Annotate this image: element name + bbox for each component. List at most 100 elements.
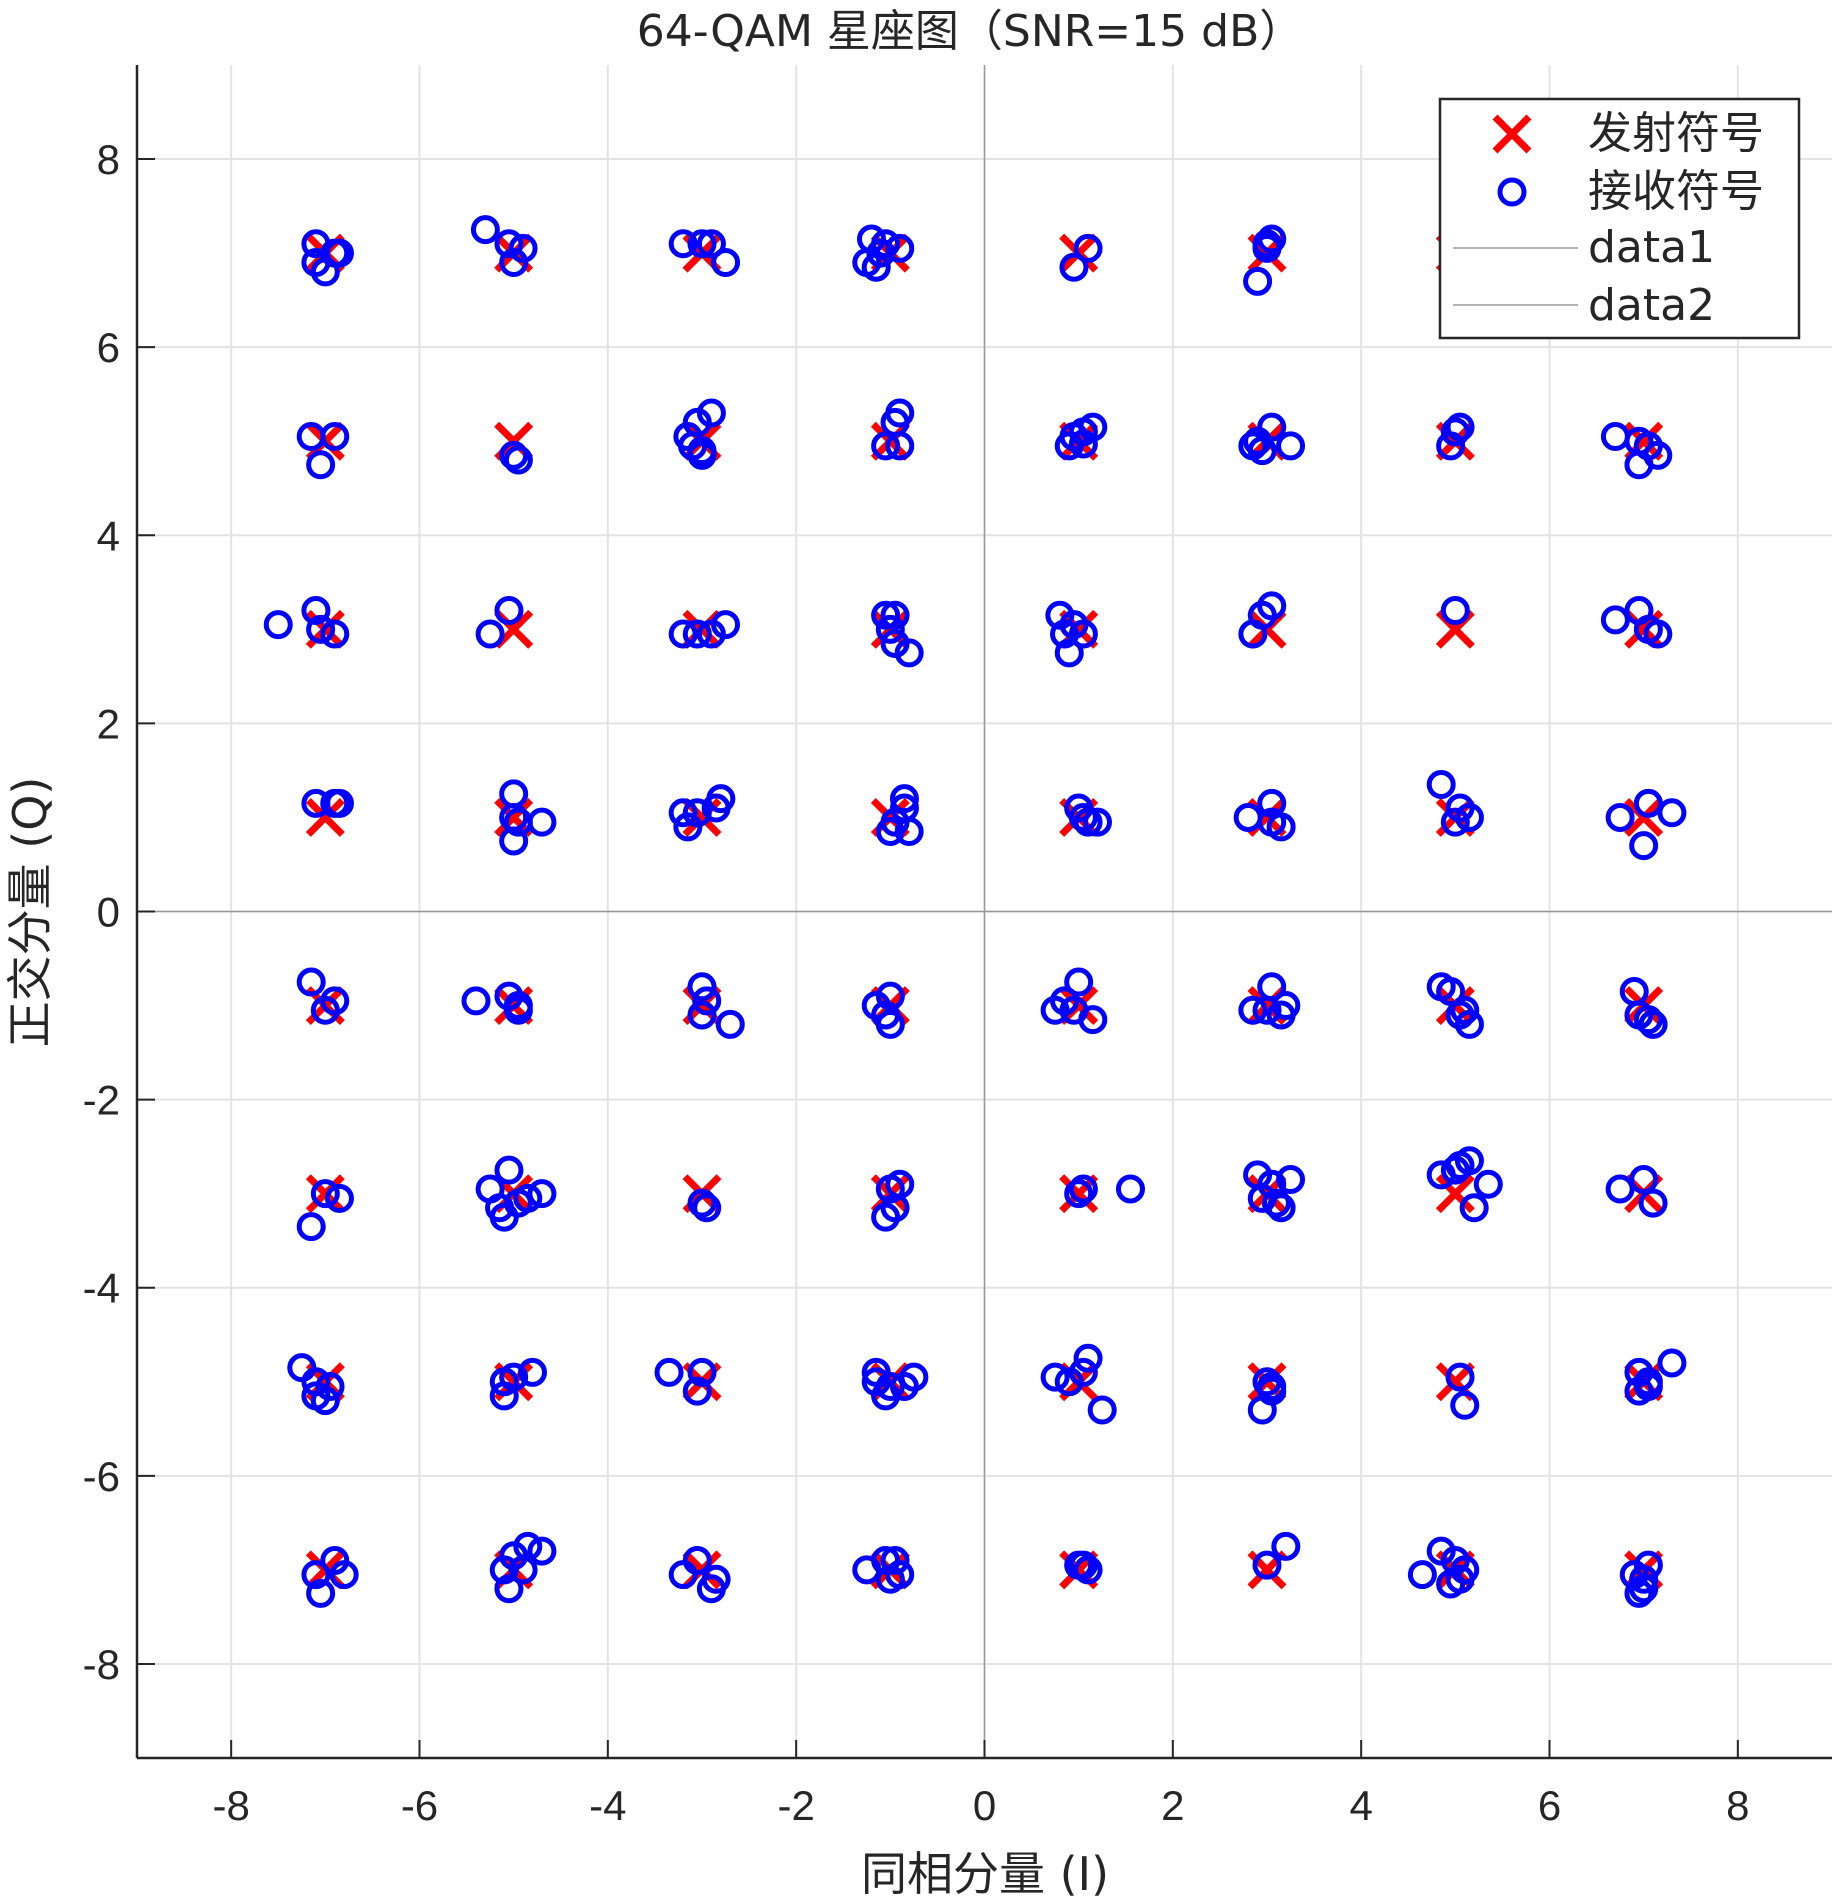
received-point — [1247, 1183, 1277, 1213]
received-point — [1068, 1550, 1098, 1580]
received-point — [1068, 619, 1098, 649]
received-point — [470, 215, 500, 245]
received-point — [489, 1381, 519, 1411]
received-point — [880, 1545, 910, 1575]
received-point — [682, 619, 712, 649]
received-point — [324, 1183, 354, 1213]
received-point — [489, 1202, 519, 1232]
received-point — [320, 619, 350, 649]
received-point — [711, 610, 741, 640]
x-tick-label: 0 — [973, 1782, 996, 1829]
received-point — [1473, 1169, 1503, 1199]
received-point — [329, 1560, 359, 1590]
received-point — [527, 1536, 557, 1566]
received-point — [673, 812, 703, 842]
received-point — [499, 440, 529, 470]
received-point — [301, 1381, 331, 1411]
received-symbols — [263, 215, 1687, 1608]
received-point — [513, 1183, 543, 1213]
received-point — [1064, 967, 1094, 997]
received-point — [1605, 1174, 1635, 1204]
received-point — [1059, 995, 1089, 1025]
received-point — [296, 967, 326, 997]
received-point — [871, 431, 901, 461]
received-point — [503, 445, 533, 475]
received-point — [1083, 807, 1112, 837]
received-point — [706, 784, 736, 814]
received-point — [1605, 802, 1635, 832]
received-point — [310, 995, 340, 1025]
received-point — [499, 248, 529, 278]
transmitted-point — [1435, 1174, 1475, 1214]
received-point — [875, 817, 905, 847]
received-point — [1638, 1188, 1668, 1218]
y-tick-label: -4 — [83, 1265, 120, 1312]
y-tick-label: 2 — [97, 700, 120, 747]
received-point — [503, 995, 533, 1025]
received-point — [310, 257, 340, 287]
received-point — [1257, 788, 1287, 818]
received-point — [894, 817, 924, 847]
circle-marker-icon — [1497, 177, 1527, 207]
received-point — [518, 1357, 547, 1387]
received-point — [494, 1155, 524, 1185]
y-tick-label: -6 — [83, 1453, 120, 1500]
received-point — [296, 1212, 326, 1242]
received-point — [1068, 802, 1098, 832]
received-point — [1068, 1174, 1098, 1204]
received-point — [1459, 1193, 1489, 1223]
legend-item-data2: data2 — [1453, 280, 1715, 331]
received-point — [871, 1202, 901, 1232]
received-point — [1633, 1550, 1663, 1580]
received-point — [1440, 417, 1470, 447]
received-point — [527, 1179, 557, 1209]
legend-item-data1: data1 — [1453, 222, 1715, 273]
legend-item-transmitted: 发射符号 — [1492, 108, 1764, 159]
received-point — [1054, 638, 1084, 668]
received-point — [1426, 770, 1456, 800]
received-point — [1257, 1371, 1287, 1401]
received-point — [1633, 431, 1663, 461]
received-point — [263, 610, 293, 640]
received-point — [1445, 1000, 1475, 1030]
x-tick-label: -6 — [401, 1782, 438, 1829]
received-point — [687, 229, 717, 259]
received-point — [1073, 807, 1103, 837]
received-point — [1276, 1165, 1306, 1195]
x-marker-icon — [1492, 114, 1532, 154]
received-point — [668, 798, 698, 828]
transmitted-point — [494, 797, 534, 837]
received-point — [692, 1193, 722, 1223]
received-point — [1271, 1531, 1301, 1561]
received-point — [687, 1188, 717, 1218]
received-point — [1087, 1395, 1117, 1425]
received-point — [1629, 1564, 1659, 1594]
received-point — [885, 431, 915, 461]
x-axis-label: 同相分量 (I) — [861, 1847, 1109, 1901]
y-tick-label: 4 — [97, 512, 120, 559]
x-tick-label: 4 — [1349, 1782, 1372, 1829]
received-point — [875, 981, 905, 1011]
received-point — [1657, 798, 1687, 828]
received-point — [494, 1574, 524, 1604]
received-point — [1059, 252, 1089, 282]
received-point — [1454, 802, 1484, 832]
received-point — [1629, 831, 1659, 861]
received-point — [696, 229, 726, 259]
received-point — [1073, 233, 1103, 263]
received-point — [889, 784, 919, 814]
received-point — [499, 826, 529, 856]
received-point — [885, 233, 915, 263]
received-point — [310, 1179, 340, 1209]
received-point — [494, 229, 524, 259]
received-point — [696, 1574, 726, 1604]
y-tick-label: 8 — [97, 136, 120, 183]
received-point — [1436, 976, 1466, 1006]
received-point — [1445, 1362, 1475, 1392]
received-point — [711, 248, 741, 278]
received-point — [324, 238, 354, 268]
received-point — [1266, 812, 1296, 842]
received-point — [306, 614, 336, 644]
received-point — [1073, 1555, 1103, 1585]
y-tick-label: 6 — [97, 324, 120, 371]
